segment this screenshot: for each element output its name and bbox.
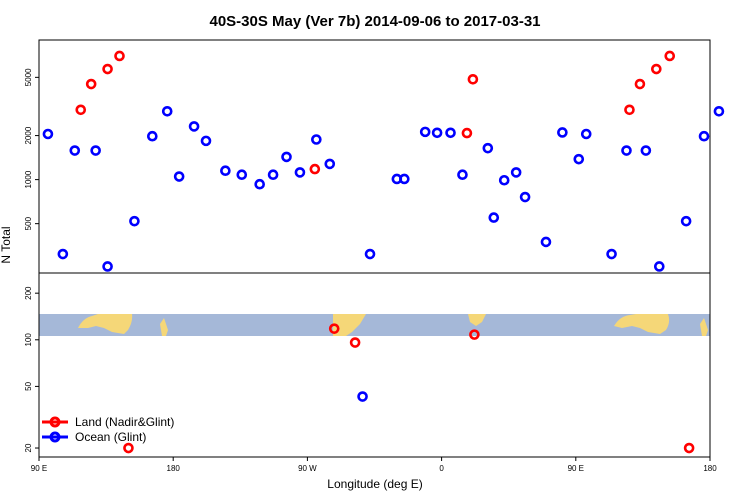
- y-bottom-tick-label-2: 100: [24, 333, 33, 347]
- points-top-ocean-point-3: [90, 145, 101, 156]
- points-top-ocean-point-33: [573, 153, 585, 165]
- map-strip: [39, 314, 710, 336]
- points-top-ocean-point-19: [364, 248, 376, 260]
- points-top-ocean-point-15: [281, 151, 292, 163]
- y-top-tick-label-1: 1000: [24, 170, 33, 188]
- points-top-ocean-point-35: [606, 248, 617, 260]
- bottom-panel-frame: [38, 272, 711, 458]
- points-top-ocean-point-28: [498, 174, 510, 186]
- points-top-ocean-point-36: [621, 145, 632, 156]
- points-top-land-point-0: [75, 104, 87, 116]
- points-top-land-point-8: [634, 78, 646, 90]
- points-top-land-point-7: [624, 104, 635, 116]
- points-top-land-point-10: [664, 50, 676, 62]
- y-axis-bottom: 20 50 100 200: [24, 286, 39, 452]
- chart-title: 40S-30S May (Ver 7b) 2014-09-06 to 2017-…: [209, 13, 540, 30]
- points-top-ocean-point-6: [147, 130, 158, 142]
- points-top: [42, 50, 725, 272]
- points-top-ocean-point-40: [698, 130, 710, 142]
- points-top-ocean-point-0: [42, 128, 54, 140]
- points-top-ocean-point-30: [519, 191, 531, 203]
- points-top-land-point-3: [114, 50, 125, 62]
- points-top-ocean-point-32: [557, 127, 568, 138]
- points-bottom-land-point-1: [328, 323, 340, 334]
- points-bottom-land-point-4: [683, 442, 695, 454]
- points-top-ocean-point-9: [188, 121, 200, 132]
- y-top-tick-label-2: 2000: [24, 126, 33, 144]
- points-bottom-land-point-3: [469, 329, 480, 340]
- legend: Land (Nadir&Glint) Ocean (Glint): [42, 415, 174, 444]
- legend-land-marker: [49, 416, 61, 428]
- points-bottom-land-point-0: [123, 442, 134, 454]
- points-top-ocean-point-22: [419, 126, 431, 138]
- y-bottom-tick-label-1: 50: [24, 381, 33, 390]
- points-top-ocean-point-37: [640, 145, 652, 156]
- legend-land-label: Land (Nadir&Glint): [75, 415, 174, 429]
- points-top-ocean-point-24: [445, 127, 456, 139]
- points-top-ocean-point-23: [431, 127, 443, 139]
- points-top-ocean-point-18: [324, 158, 336, 170]
- points-top-ocean-point-41: [713, 106, 725, 117]
- top-panel-frame: [38, 39, 711, 274]
- points-top-ocean-point-5: [129, 215, 140, 227]
- points-top-land-point-1: [85, 78, 97, 90]
- points-top-land-point-2: [102, 63, 113, 75]
- x-tick-label-4: 90 E: [568, 464, 584, 473]
- map-land-australia-1: [78, 314, 133, 334]
- points-top-ocean-point-34: [580, 128, 592, 140]
- x-axis: 90 E 180 90 W 0 90 E 180: [31, 457, 717, 473]
- map-land-nz-1: [160, 318, 168, 336]
- points-top-ocean-point-1: [57, 248, 69, 260]
- points-top-land-point-5: [461, 127, 473, 139]
- points-bottom-ocean-point-0: [357, 391, 368, 402]
- map-land-africa: [468, 314, 486, 326]
- map-land-south-america: [333, 314, 366, 336]
- points-top-land-point-6: [467, 73, 479, 85]
- points-top-ocean-point-14: [267, 169, 279, 181]
- x-tick-label-0: 90 E: [31, 464, 47, 473]
- points-top-ocean-point-31: [540, 236, 552, 248]
- x-tick-label-1: 180: [167, 464, 181, 473]
- map-land-nz-2: [700, 318, 708, 336]
- points-top-ocean-point-21: [399, 173, 410, 185]
- x-tick-label-5: 180: [703, 464, 717, 473]
- legend-ocean-label: Ocean (Glint): [75, 430, 146, 444]
- legend-ocean-marker: [49, 431, 61, 443]
- points-top-ocean-point-10: [200, 135, 212, 147]
- y-bottom-tick-label-0: 20: [24, 443, 33, 452]
- points-top-ocean-point-11: [220, 165, 231, 177]
- points-top-land-point-9: [651, 63, 662, 75]
- points-top-ocean-point-25: [457, 169, 468, 181]
- points-top-ocean-point-26: [482, 142, 494, 154]
- points-top-ocean-point-16: [294, 167, 306, 178]
- points-top-ocean-point-7: [161, 106, 173, 117]
- points-top-ocean-point-8: [173, 171, 185, 182]
- y-top-tick-label-3: 5000: [24, 68, 33, 86]
- x-tick-label-2: 90 W: [298, 464, 317, 473]
- y-bottom-tick-label-3: 200: [24, 286, 33, 300]
- map-land-australia-2: [614, 314, 670, 334]
- points-top-ocean-point-27: [488, 212, 500, 223]
- points-top-land-point-4: [309, 163, 321, 175]
- y-axis-top: 500 1000 2000 5000: [24, 68, 39, 230]
- points-top-ocean-point-13: [254, 178, 265, 190]
- points-top-ocean-point-39: [680, 215, 692, 227]
- points-bottom-land-point-2: [349, 337, 361, 348]
- x-axis-title: Longitude (deg E): [327, 477, 422, 491]
- points-top-ocean-point-17: [311, 134, 322, 145]
- points-top-ocean-point-38: [654, 261, 665, 272]
- points-top-ocean-point-2: [69, 145, 81, 156]
- points-top-ocean-point-4: [102, 261, 113, 272]
- points-top-ocean-point-29: [510, 167, 522, 178]
- y-top-tick-label-0: 500: [24, 216, 33, 230]
- y-axis-title: N Total: [0, 226, 13, 263]
- x-tick-label-3: 0: [439, 464, 444, 473]
- map-ocean-band: [39, 314, 710, 336]
- points-bottom: [123, 323, 695, 454]
- points-top-ocean-point-12: [236, 169, 248, 181]
